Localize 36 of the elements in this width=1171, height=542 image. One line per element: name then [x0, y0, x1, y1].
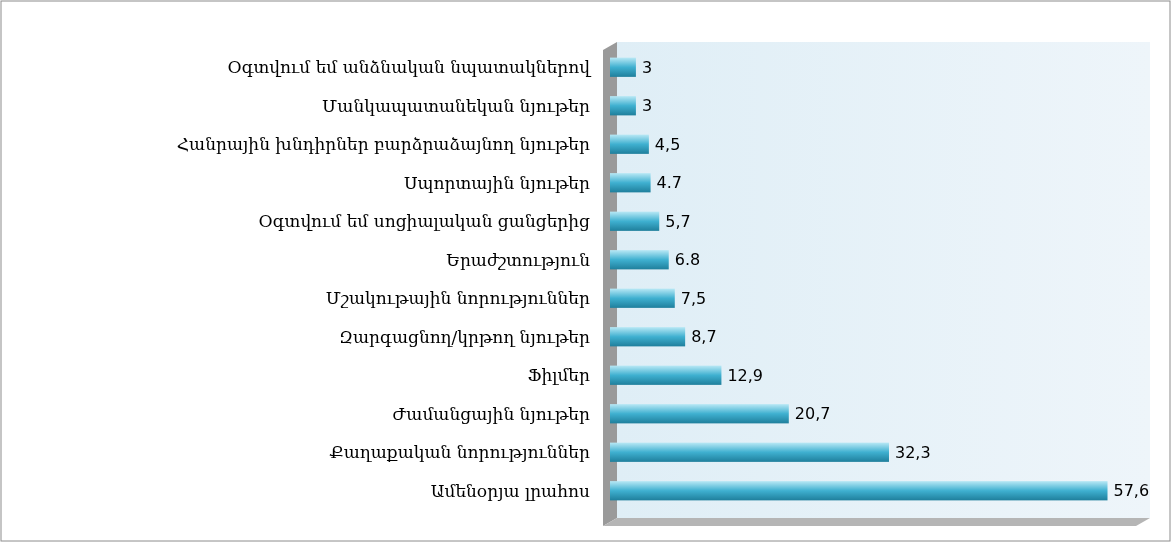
bar — [610, 96, 636, 116]
y-tick-label: Երաժշտություն — [446, 249, 591, 270]
bar — [610, 134, 649, 154]
data-label: 6.8 — [674, 250, 701, 270]
bar — [610, 404, 789, 424]
data-label: 4,5 — [654, 134, 681, 154]
bar — [610, 365, 722, 385]
y-tick-label: Ժամանցային նյութեր — [392, 403, 591, 424]
y-tick-label: Զարգացնող/կրթող նյութեր — [338, 326, 591, 347]
data-label: 57,6 — [1113, 481, 1150, 501]
y-tick-label: Ֆիլմեր — [527, 365, 591, 386]
bar — [610, 481, 1108, 501]
bar — [610, 442, 889, 462]
y-tick-label: Օգտվում եմ անձնական նպատակներով — [227, 57, 592, 78]
data-label: 20,7 — [794, 404, 831, 424]
bar — [610, 211, 660, 231]
bar — [610, 250, 669, 270]
data-label: 3 — [641, 96, 653, 116]
bar — [610, 327, 686, 347]
bar — [610, 173, 651, 193]
data-label: 3 — [641, 57, 653, 77]
y-tick-label: Քաղաքական նորություններ — [329, 442, 591, 463]
data-label: 32,3 — [894, 442, 931, 462]
data-label: 12,9 — [727, 365, 764, 385]
data-label: 4.7 — [656, 173, 683, 193]
data-label: 5,7 — [665, 211, 691, 231]
y-tick-label: Օգտվում եմ սոցիալական ցանցերից — [258, 211, 591, 232]
bar — [610, 57, 636, 77]
y-tick-label: Սպորտային նյութեր — [403, 172, 591, 193]
y-tick-label: Մշակութային նորություններ — [325, 288, 591, 309]
bar — [610, 288, 675, 308]
data-label: 8,7 — [691, 327, 717, 347]
y-tick-label: Ամենօրյա լրահոս — [430, 480, 591, 501]
y-tick-label: Մանկապատանեկան նյութեր — [322, 95, 591, 116]
data-label: 7,5 — [680, 288, 707, 308]
y-tick-label: Հանրային խնդիրներ բարձրաձայնող նյութեր — [176, 134, 591, 155]
